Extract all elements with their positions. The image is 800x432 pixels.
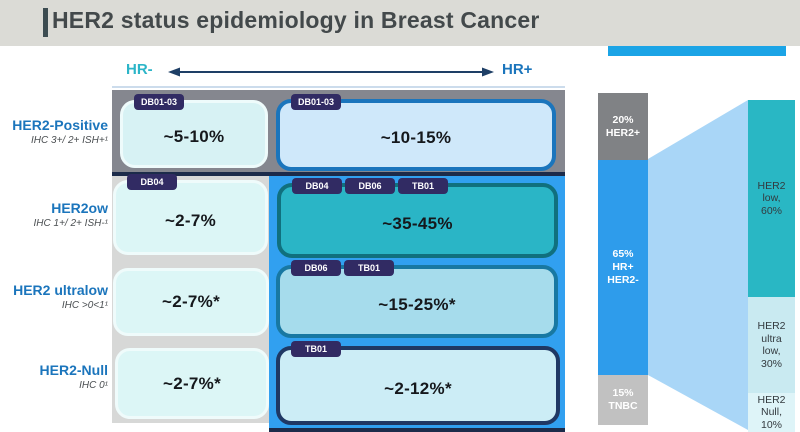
cell-value: ~2-7%* [162,373,222,393]
row-label: HER2 ultralow [13,282,108,298]
segment-label-line: 20% [612,113,634,126]
hr-axis-arrow [168,67,494,77]
row-label: HER2-Null [39,362,108,378]
badge-row: DB01-03 [291,94,342,110]
cell-value: ~2-7%* [161,292,221,311]
segment-label-line: 15% [612,387,634,399]
study-badge: TB01 [291,341,341,357]
study-badge: DB01-03 [291,94,342,110]
segment-tnbc: 15% TNBC [598,375,648,425]
badge-row: DB04 DB06 TB01 [292,178,448,194]
segment-label-line: HER2- [607,274,639,286]
segment-label-line: TNBC [608,400,638,412]
cell-value: ~2-12%* [384,378,452,398]
cell-her2-null-hr-pos: TB01 ~2-12%* [276,341,560,425]
study-badge: DB04 [292,178,342,194]
segment-label-line: HR+ [612,261,634,273]
row-criteria: IHC 3+/ 2+ ISH+¹ [31,135,108,146]
hr-negative-label: HR- [126,61,153,78]
study-badge: DB06 [345,178,395,194]
segment-label-line: HER2+ [605,126,641,139]
segment-label-line: 30% [760,357,782,370]
study-badge: TB01 [344,260,394,276]
cell-value: ~10-15% [380,128,452,147]
row-header-her2-null: HER2-Null IHC 0¹ [0,362,108,392]
badge-row: DB01-03 [134,94,185,110]
cell-her2-low-hr-pos: DB04 DB06 TB01 ~35-45% [277,178,558,258]
study-badge: TB01 [398,178,448,194]
cell-her2-low-hr-neg: DB04 ~2-7% [113,174,268,255]
segment-label-line: 10% [760,418,782,431]
top-accent-bar [608,46,786,56]
segment-her2-ultralow-30: HER2 ultra low, 30% [748,297,795,393]
page-title: HER2 status epidemiology in Breast Cance… [52,7,540,33]
row-label: HER2-Positive [12,117,108,133]
row-criteria: IHC 0¹ [79,380,108,391]
study-badge: DB06 [291,260,341,276]
segment-her2-null-10: HER2 Null, 10% [748,393,795,432]
cell-her2-positive-hr-pos: DB01-03 ~10-15% [276,94,556,171]
cell-her2-positive-hr-neg: DB01-03 ~5-10% [120,94,268,168]
cell-value: ~15-25%* [378,294,456,314]
segment-her2-low-60: HER2 low, 60% [748,100,795,297]
segment-label-line: 65% [612,248,634,260]
cell-value: ~35-45% [382,213,453,233]
cell-her2-ultralow-hr-pos: DB06 TB01 ~15-25%* [276,260,558,338]
hr-positive-container-bottom-border [269,428,565,432]
badge-row: DB04 [127,174,177,190]
segment-label-line: 60% [760,204,782,217]
segment-label-line: HER2 [757,179,786,192]
row-header-her2-ultralow: HER2 ultralow IHC >0<1¹ [0,282,108,312]
cell-value: ~2-7% [164,210,217,230]
segment-her2-positive: 20% HER2+ [598,93,648,160]
segment-label-line: HER2 [757,320,786,332]
study-badge: DB04 [127,174,177,190]
row-criteria: IHC >0<1¹ [61,300,108,311]
row-label: HER2ow [51,200,108,216]
segment-hr-pos-her2-neg: 65% HR+ HER2- [598,160,648,375]
segment-label-line: HER2 [757,393,786,406]
header-divider [112,86,565,88]
badge-row: TB01 [291,341,341,357]
title-accent-bar [43,8,48,37]
flow-polygon [648,100,748,430]
segment-label-line: low, [762,192,781,205]
row-criteria: IHC 1+/ 2+ ISH-¹ [33,218,108,229]
cell-her2-null-hr-neg: ~2-7%* [115,348,269,419]
title-band: HER2 status epidemiology in Breast Cance… [0,0,800,46]
segment-label-line: Null, [760,406,782,419]
hr-positive-label: HR+ [502,61,533,78]
row-header-her2-positive: HER2-Positive IHC 3+/ 2+ ISH+¹ [0,117,108,147]
cell-value: ~5-10% [163,127,225,146]
segment-label-line: ultra [761,332,782,345]
row1-bottom-border [112,172,565,176]
segment-label-line: low, [762,345,781,357]
badge-row: DB06 TB01 [291,260,394,276]
cell-her2-ultralow-hr-neg: ~2-7%* [113,268,269,336]
study-badge: DB01-03 [134,94,185,110]
row-header-her2-low: HER2ow IHC 1+/ 2+ ISH-¹ [0,200,108,230]
